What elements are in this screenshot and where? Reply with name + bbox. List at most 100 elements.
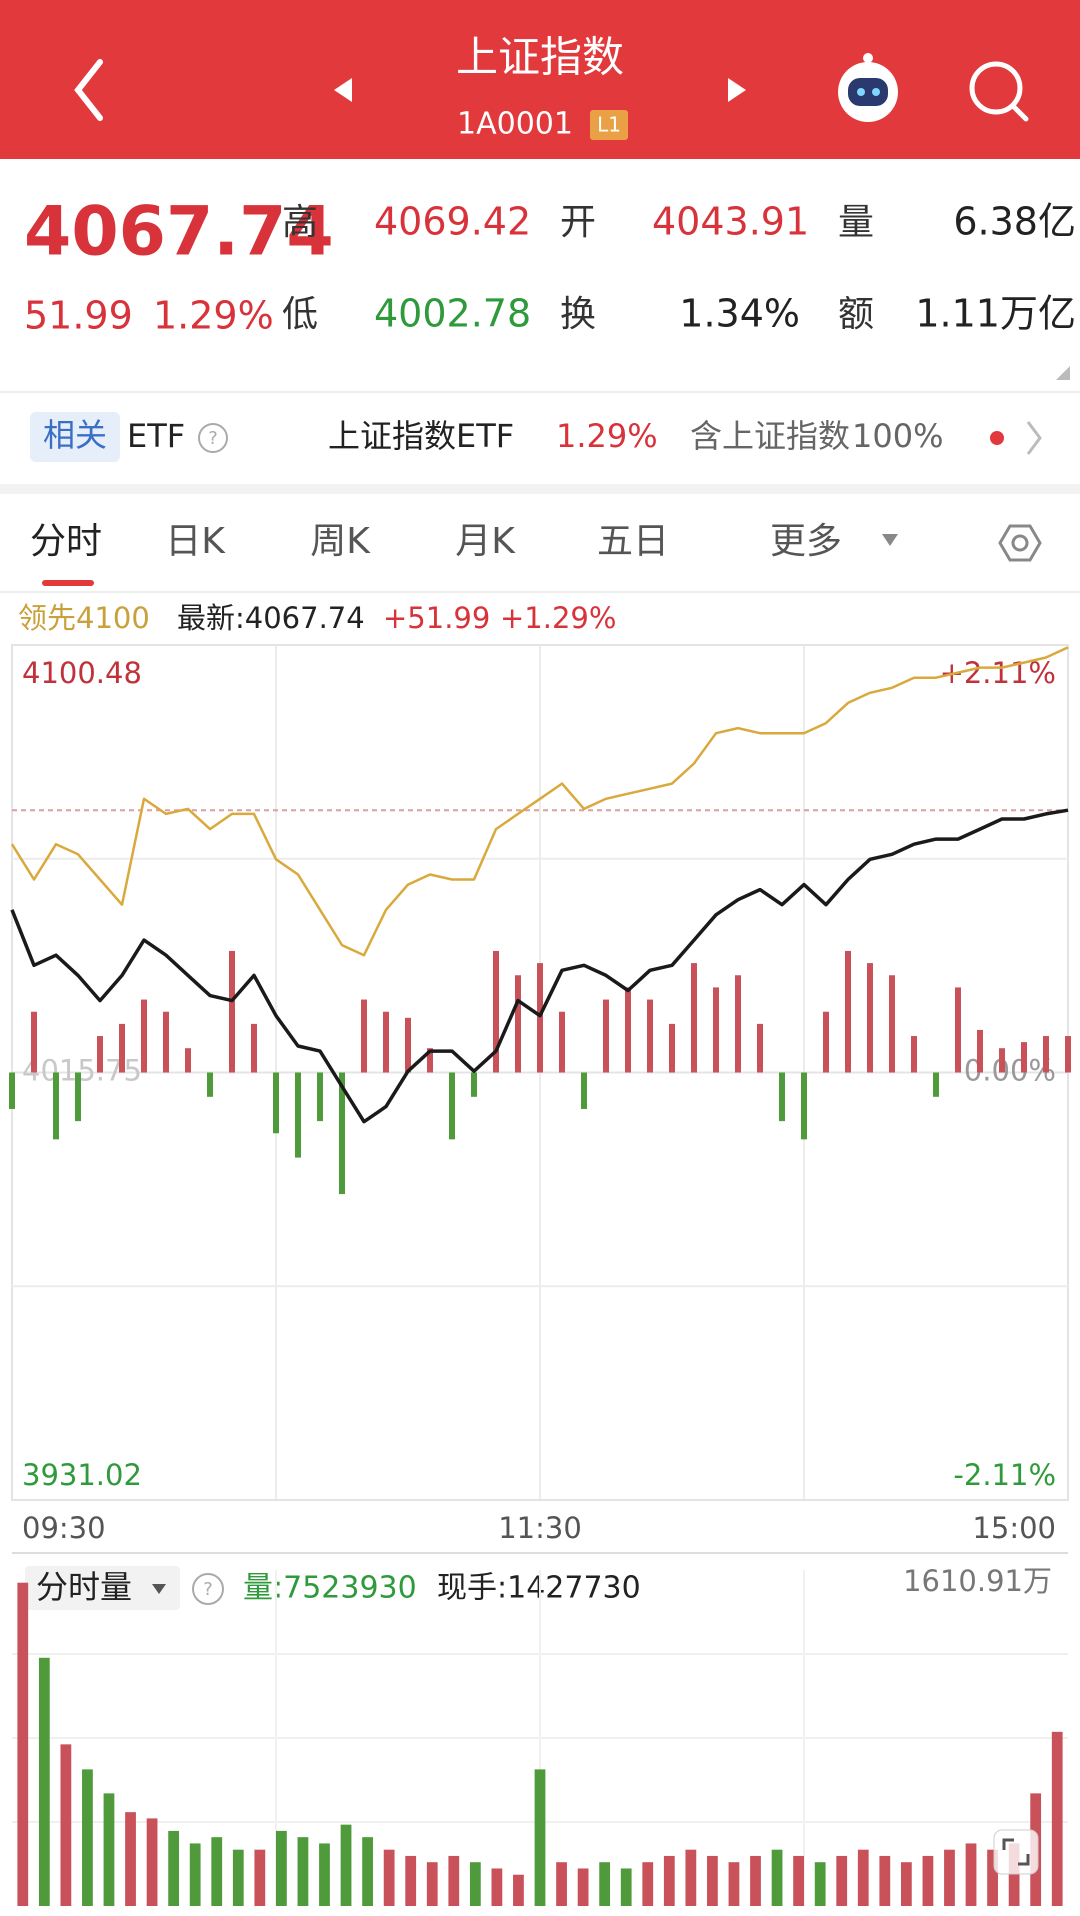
indicator-bar bbox=[339, 1072, 345, 1195]
indicator-bar bbox=[933, 1072, 939, 1097]
indicator-bar bbox=[119, 1023, 125, 1073]
price-line bbox=[10, 646, 1069, 957]
price-change: 51.99 bbox=[24, 294, 133, 338]
indicator-bar bbox=[141, 999, 147, 1073]
holds-label: 含上证指数 bbox=[690, 417, 850, 455]
indicator-bar bbox=[735, 975, 741, 1073]
indicator-bar bbox=[537, 963, 543, 1073]
open-label: 开 bbox=[560, 202, 596, 243]
indicator-bar bbox=[757, 1023, 763, 1073]
volume-value: 6.38亿 bbox=[953, 200, 1076, 244]
volume-bar bbox=[663, 1855, 675, 1906]
help-icon[interactable]: ? bbox=[192, 1573, 224, 1605]
price-line bbox=[10, 808, 1069, 1124]
volume-bar bbox=[211, 1837, 223, 1906]
volume-bar bbox=[922, 1855, 934, 1906]
holds-value: 100% bbox=[852, 417, 943, 455]
indicator-bar bbox=[1021, 1042, 1027, 1073]
indicator-bar bbox=[383, 1011, 389, 1073]
expand-corner[interactable] bbox=[1056, 366, 1070, 380]
tab[interactable]: 分时 bbox=[30, 521, 102, 562]
volume-bar bbox=[987, 1849, 998, 1906]
svg-text:?: ? bbox=[203, 1579, 213, 1600]
indicator-bar bbox=[53, 1072, 59, 1140]
tab[interactable]: 日K bbox=[165, 521, 226, 562]
indicator-bar bbox=[955, 987, 961, 1073]
header-bar bbox=[0, 0, 1080, 159]
legend-lead: 领先4100 bbox=[18, 601, 150, 635]
volume-bar bbox=[685, 1849, 697, 1906]
volume-bar bbox=[362, 1837, 373, 1906]
last-price: 4067.74 bbox=[24, 193, 334, 272]
low-value: 4002.78 bbox=[374, 292, 531, 336]
current-hand: 现手:1427730 bbox=[437, 1571, 641, 1606]
volume-label: 量 bbox=[838, 202, 874, 243]
volume-bar bbox=[814, 1862, 826, 1906]
indicator-bar bbox=[427, 1048, 433, 1073]
indicator-bar bbox=[361, 999, 367, 1073]
indicator-bar bbox=[251, 1023, 257, 1073]
help-icon[interactable]: ? bbox=[198, 423, 228, 453]
tab[interactable]: 更多 bbox=[770, 521, 842, 562]
assistant-icon[interactable] bbox=[838, 53, 898, 122]
volume-bar bbox=[38, 1657, 50, 1906]
volume-bar bbox=[469, 1862, 481, 1906]
volume-type-dropdown[interactable] bbox=[152, 1584, 166, 1594]
indicator-bar bbox=[515, 975, 521, 1073]
indicator-bar bbox=[9, 1072, 15, 1109]
indicator-bar bbox=[229, 950, 235, 1073]
volume-bar bbox=[857, 1849, 869, 1906]
fullscreen-icon[interactable] bbox=[993, 1829, 1039, 1875]
indicator-bar bbox=[801, 1072, 807, 1140]
more-arrow[interactable] bbox=[1026, 421, 1042, 455]
volume-bar bbox=[577, 1868, 589, 1906]
tab[interactable]: 五日 bbox=[597, 521, 669, 562]
etf-name[interactable]: 上证指数ETF bbox=[328, 417, 514, 455]
x-tick-label: 09:30 bbox=[22, 1511, 106, 1545]
more-dropdown-icon[interactable] bbox=[882, 534, 898, 546]
back-button[interactable] bbox=[74, 59, 103, 121]
indicator-bar bbox=[999, 1048, 1005, 1073]
turnover-value: 1.34% bbox=[679, 292, 800, 336]
indicator-bar bbox=[691, 963, 697, 1073]
volume-bar bbox=[426, 1862, 438, 1906]
indicator-bar bbox=[867, 963, 873, 1073]
indicator-bar bbox=[603, 999, 609, 1073]
volume-type-bg[interactable] bbox=[25, 1566, 180, 1610]
section-gap bbox=[0, 484, 1080, 494]
indicator-bar bbox=[185, 1048, 191, 1073]
volume-bar bbox=[189, 1843, 201, 1906]
next-button[interactable] bbox=[728, 78, 746, 102]
tab[interactable]: 月K bbox=[455, 521, 516, 562]
indicator-bar bbox=[493, 950, 499, 1073]
tab[interactable]: 周K bbox=[310, 521, 371, 562]
high-value: 4069.42 bbox=[374, 200, 531, 244]
volume-bar bbox=[448, 1855, 460, 1906]
prev-button[interactable] bbox=[334, 78, 352, 102]
settings-icon[interactable] bbox=[998, 524, 1042, 562]
y-tick-label: 4100.48 bbox=[22, 656, 142, 690]
open-value: 4043.91 bbox=[652, 200, 809, 244]
x-tick-label: 11:30 bbox=[498, 1511, 582, 1545]
volume-bar bbox=[405, 1855, 417, 1906]
amount-value: 1.11万亿 bbox=[915, 292, 1076, 336]
volume-bar bbox=[17, 1582, 29, 1906]
indicator-bar bbox=[317, 1072, 323, 1122]
related-tag-bg bbox=[30, 412, 120, 462]
indicator-bar bbox=[97, 1036, 103, 1073]
stock-code: 1A0001 bbox=[457, 107, 573, 142]
volume-type[interactable]: 分时量 bbox=[36, 1568, 132, 1606]
volume-bar bbox=[103, 1793, 115, 1906]
volume-bar bbox=[965, 1843, 977, 1906]
amount-label: 额 bbox=[838, 294, 874, 335]
volume-total: 量:7523930 bbox=[243, 1571, 417, 1606]
volume-bar bbox=[944, 1849, 955, 1906]
turnover-label: 换 bbox=[560, 294, 596, 335]
volume-bar bbox=[297, 1837, 309, 1906]
indicator-bar bbox=[625, 987, 631, 1073]
search-icon[interactable] bbox=[969, 61, 1029, 122]
volume-bar bbox=[383, 1849, 395, 1906]
volume-bar bbox=[125, 1812, 136, 1906]
volume-bar bbox=[1008, 1843, 1020, 1906]
